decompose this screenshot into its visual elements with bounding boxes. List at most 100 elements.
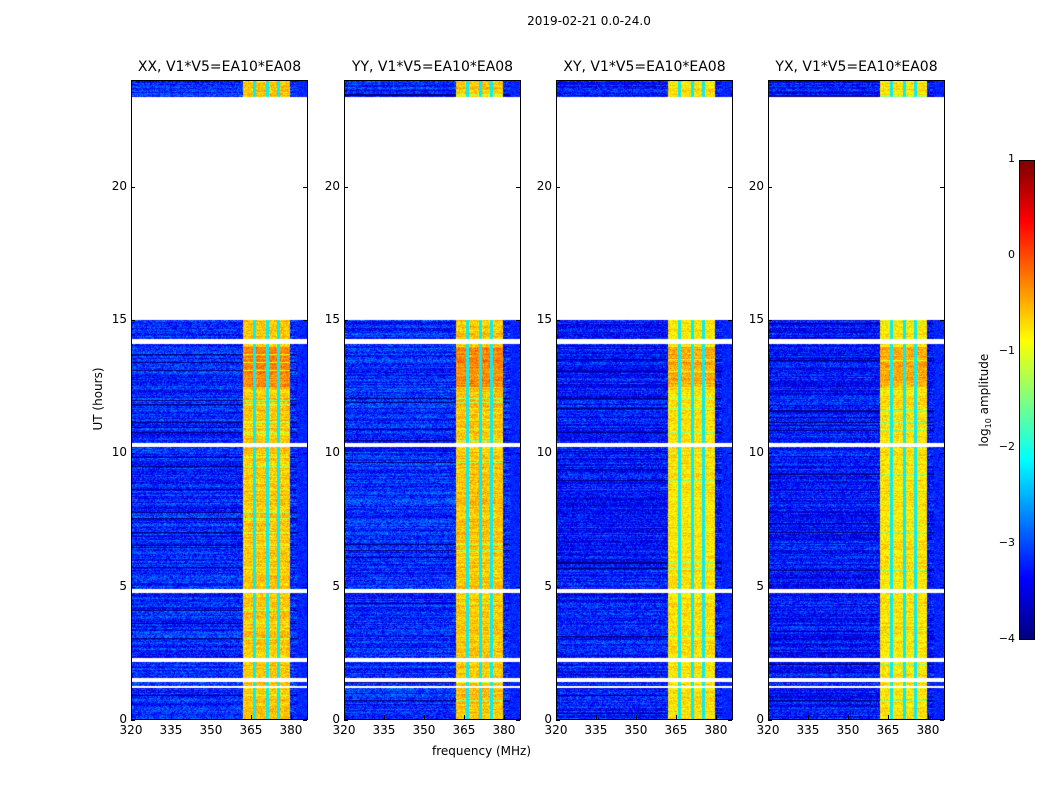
x-tick-mark xyxy=(768,715,769,719)
x-tick-mark xyxy=(927,715,929,719)
x-tick-label: 335 xyxy=(584,723,608,737)
x-tick-label: 365 xyxy=(664,723,688,737)
colorbar-tick-label: 0 xyxy=(1008,248,1015,261)
y-tick-label: 5 xyxy=(332,578,340,593)
y-tick-mark xyxy=(940,586,944,588)
x-tick-mark xyxy=(131,715,132,719)
y-tick-mark xyxy=(556,586,560,588)
panel-title: XX, V1*V5=EA10*EA08 xyxy=(137,59,302,75)
y-tick-mark xyxy=(940,453,944,455)
y-tick-mark xyxy=(728,586,732,588)
y-tick-label: 15 xyxy=(536,312,552,326)
y-tick-label: 10 xyxy=(748,445,764,460)
y-tick-mark xyxy=(344,186,348,188)
colorbar-tick-label: −3 xyxy=(998,536,1015,549)
panel-title: XY, V1*V5=EA10*EA08 xyxy=(563,59,726,75)
x-tick-mark xyxy=(344,715,345,719)
y-tick-label: 20 xyxy=(111,178,127,193)
x-tick-mark xyxy=(463,715,465,719)
x-tick-mark xyxy=(503,715,505,719)
y-tick-mark xyxy=(556,720,560,721)
y-tick-mark xyxy=(516,720,520,721)
y-tick-mark xyxy=(768,453,772,455)
y-tick-label: 0 xyxy=(332,712,340,726)
y-tick-mark xyxy=(728,186,732,188)
y-tick-mark xyxy=(131,586,135,588)
y-tick-mark xyxy=(728,720,732,721)
y-tick-mark xyxy=(303,186,307,188)
x-tick-mark xyxy=(887,715,889,719)
x-tick-label: 335 xyxy=(796,723,820,737)
y-tick-label: 10 xyxy=(111,445,127,460)
x-tick-mark xyxy=(383,715,385,719)
spectrogram-heatmap xyxy=(769,81,944,719)
y-tick-mark xyxy=(303,720,307,721)
y-tick-label: 20 xyxy=(324,178,340,193)
y-tick-mark xyxy=(556,186,560,188)
x-tick-mark xyxy=(715,715,717,719)
y-tick-mark xyxy=(516,320,520,321)
y-tick-mark xyxy=(940,320,944,321)
x-tick-label: 380 xyxy=(492,723,516,737)
y-tick-label: 15 xyxy=(111,312,127,326)
y-tick-mark xyxy=(768,320,772,321)
x-tick-label: 335 xyxy=(372,723,396,737)
y-tick-label: 10 xyxy=(324,445,340,460)
x-tick-mark xyxy=(423,715,425,719)
colorbar-tick-label: 1 xyxy=(1008,152,1015,165)
x-tick-label: 380 xyxy=(704,723,728,737)
y-tick-mark xyxy=(344,586,348,588)
y-tick-mark xyxy=(516,586,520,588)
spectrogram-panel xyxy=(344,80,521,720)
colorbar-label: log10 amplitude xyxy=(976,353,994,447)
x-tick-label: 350 xyxy=(836,723,860,737)
y-tick-mark xyxy=(516,186,520,188)
x-tick-label: 320 xyxy=(332,723,356,737)
colorbar-gradient xyxy=(1020,161,1034,639)
y-tick-mark xyxy=(344,720,348,721)
spectrogram-panel xyxy=(131,80,308,720)
y-tick-label: 5 xyxy=(756,578,764,593)
y-tick-mark xyxy=(303,453,307,455)
y-tick-label: 0 xyxy=(544,712,552,726)
x-tick-mark xyxy=(675,715,677,719)
x-tick-label: 320 xyxy=(119,723,143,737)
spectrogram-panel xyxy=(556,80,733,720)
x-tick-mark xyxy=(210,715,212,719)
y-tick-label: 20 xyxy=(536,178,552,193)
y-tick-mark xyxy=(768,586,772,588)
panel-title: YY, V1*V5=EA10*EA08 xyxy=(351,59,514,75)
figure-title: 2019-02-21 0.0-24.0 xyxy=(527,14,651,28)
x-tick-mark xyxy=(847,715,849,719)
panel-title: YX, V1*V5=EA10*EA08 xyxy=(775,59,938,75)
x-tick-label: 365 xyxy=(452,723,476,737)
y-tick-label: 15 xyxy=(324,312,340,326)
x-tick-label: 365 xyxy=(239,723,263,737)
y-tick-label: 0 xyxy=(756,712,764,726)
y-tick-mark xyxy=(768,720,772,721)
spectrogram-panel xyxy=(768,80,945,720)
y-tick-mark xyxy=(344,320,348,321)
x-tick-label: 350 xyxy=(624,723,648,737)
x-tick-label: 350 xyxy=(412,723,436,737)
x-tick-mark xyxy=(170,715,172,719)
spectrogram-heatmap xyxy=(345,81,520,719)
x-tick-label: 320 xyxy=(544,723,568,737)
x-tick-label: 365 xyxy=(876,723,900,737)
x-tick-mark xyxy=(556,715,557,719)
x-tick-label: 320 xyxy=(756,723,780,737)
y-tick-mark xyxy=(131,720,135,721)
y-tick-label: 0 xyxy=(119,712,127,726)
y-tick-mark xyxy=(940,186,944,188)
y-tick-mark xyxy=(131,186,135,188)
y-tick-mark xyxy=(556,320,560,321)
y-tick-mark xyxy=(728,453,732,455)
colorbar-tick-label: −1 xyxy=(998,344,1015,357)
y-tick-label: 5 xyxy=(119,578,127,593)
colorbar-tick-label: −4 xyxy=(998,632,1015,645)
x-tick-mark xyxy=(807,715,809,719)
y-tick-mark xyxy=(768,186,772,188)
colorbar-tick-label: −2 xyxy=(998,440,1015,453)
y-tick-mark xyxy=(940,720,944,721)
